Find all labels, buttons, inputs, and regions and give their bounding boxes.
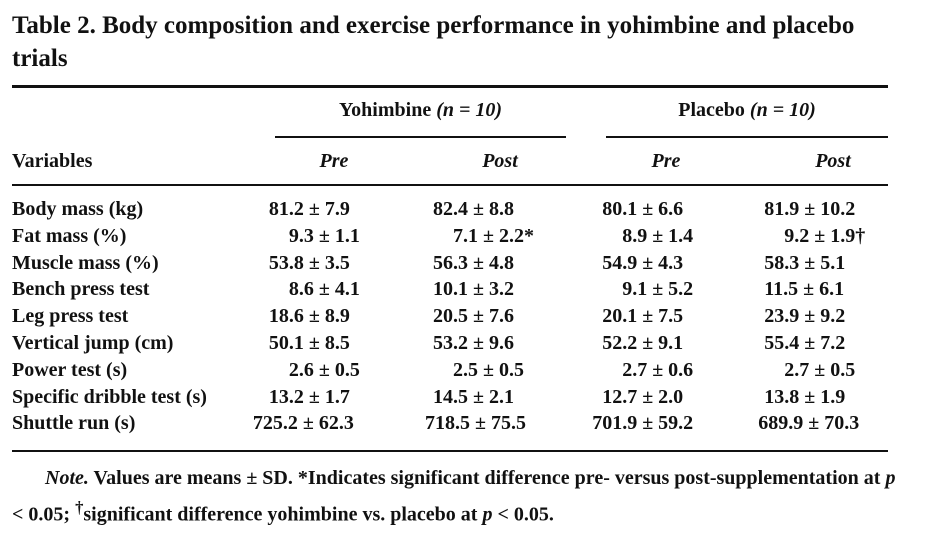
table-row: Power test (s) 2.6 ± 0.5 2.5 ± 0.5 2.7 ± 0.… [12,357,892,384]
table-title: Table 2. Body composition and exercise p… [12,12,855,72]
note-text: Values are means ± SD. *Indicates signif… [88,467,886,489]
variable-cell: Specific dribble test (s) [12,385,207,408]
value-cell: 2.7 ± 0.5 [784,358,856,381]
value-cell: 725.2 ± 62.3 [252,412,354,435]
value-cell: 718.5 ± 75.5 [424,412,526,435]
group-name: Yohimbine [338,99,432,121]
group-n-label: (n = 10) [436,99,503,121]
note-text: < 0.05. [492,503,554,526]
value-cell: 23.9 ± 9.2 [764,305,846,328]
table-row: Muscle mass (%) 53.8 ± 3.5 56.3 ± 4.8 54.9 … [12,250,892,277]
value-cell: 58.3 ± 5.1 [764,251,846,274]
variable-cell: Muscle mass (%) [12,251,159,274]
table-row: Shuttle run (s) 725.2 ± 62.3 718.5 ± 75.5 7… [12,410,892,437]
value-cell: 9.3 ± 1.1 [288,224,360,247]
value-cell: 54.9 ± 4.3 [602,251,684,274]
value-cell: 81.9 ± 10.2 [764,198,856,220]
variable-cell: Shuttle run (s) [12,412,136,435]
variable-cell: Body mass (kg) [12,198,144,220]
value-cell: 9.2 ± 1.9† [784,224,866,247]
value-cell: 53.8 ± 3.5 [268,251,350,274]
value-cell: 7.1 ± 2.2* [452,224,534,247]
value-cell: 82.4 ± 8.8 [432,198,514,220]
table-note: Note. Values are means ± SD. *Indicates … [12,463,902,530]
column-header-pre: Pre [651,150,681,172]
group-header-placebo: Placebo (n = 10) [606,99,888,122]
table-row: Body mass (kg) 81.2 ± 7.9 82.4 ± 8.8 80.1 ±… [12,196,892,223]
value-cell: 14.5 ± 2.1 [432,385,514,408]
variable-cell: Vertical jump (cm) [12,331,174,354]
table-row: Vertical jump (cm) 50.1 ± 8.5 53.2 ± 9.6 52… [12,330,892,357]
note-text: < 0.05; [12,503,76,526]
value-cell: 53.2 ± 9.6 [432,331,514,354]
dagger-symbol: † [75,498,84,517]
value-cell: 81.2 ± 7.9 [268,198,350,220]
column-header-variables: Variables [12,150,93,172]
variable-cell: Fat mass (%) [12,224,127,247]
value-cell: 9.1 ± 5.2 [622,278,694,301]
group-header-yohimbine: Yohimbine (n = 10) [275,99,566,122]
value-cell: 56.3 ± 4.8 [432,251,514,274]
value-cell: 2.5 ± 0.5 [452,358,524,381]
value-cell: 18.6 ± 8.9 [268,305,350,328]
value-cell: 689.9 ± 70.3 [758,412,860,435]
value-cell: 80.1 ± 6.6 [602,198,684,220]
table-row: Fat mass (%) 9.3 ± 1.1 7.1 ± 2.2* 8.9 ± 1.4… [12,223,892,250]
top-rule [12,85,888,88]
value-cell: 12.7 ± 2.0 [602,385,684,408]
note-text: significant difference yohimbine vs. pla… [83,503,483,526]
group-underline-yohimbine [275,136,566,138]
variable-cell: Leg press test [12,305,129,328]
value-cell: 13.8 ± 1.9 [764,385,846,408]
group-n-label: (n = 10) [749,99,816,121]
value-cell: 701.9 ± 59.2 [592,412,694,435]
note-label: Note. [45,467,89,489]
data-table: Body mass (kg) 81.2 ± 7.9 82.4 ± 8.8 80.1 ±… [12,196,892,437]
value-cell: 20.5 ± 7.6 [432,305,514,328]
table-row: Leg press test 18.6 ± 8.9 20.5 ± 7.6 20.1 ±… [12,303,892,330]
value-cell: 50.1 ± 8.5 [268,331,350,354]
value-cell: 11.5 ± 6.1 [764,278,845,301]
header-rule [12,184,888,186]
group-name: Placebo [678,99,745,121]
value-cell: 55.4 ± 7.2 [764,331,846,354]
value-cell: 2.7 ± 0.6 [622,358,694,381]
value-cell: 2.6 ± 0.5 [288,358,360,381]
table-row: Bench press test 8.6 ± 4.1 10.1 ± 3.2 9.1 ±… [12,276,892,303]
value-cell: 13.2 ± 1.7 [268,385,350,408]
value-cell: 20.1 ± 7.5 [602,305,684,328]
value-cell: 10.1 ± 3.2 [432,278,514,301]
value-cell: 8.9 ± 1.4 [622,224,694,247]
column-header-post: Post [815,150,851,172]
table-row: Specific dribble test (s) 13.2 ± 1.7 14.5 … [12,384,892,411]
p-symbol: p [482,503,493,526]
value-cell: 8.6 ± 4.1 [288,278,360,301]
value-cell: 52.2 ± 9.1 [602,331,684,354]
column-header-post: Post [482,150,518,172]
group-underline-placebo [606,136,888,138]
bottom-rule [12,450,888,452]
p-symbol: p [885,467,896,489]
column-header-pre: Pre [319,150,349,172]
variable-cell: Power test (s) [12,358,128,381]
variable-cell: Bench press test [12,278,150,301]
